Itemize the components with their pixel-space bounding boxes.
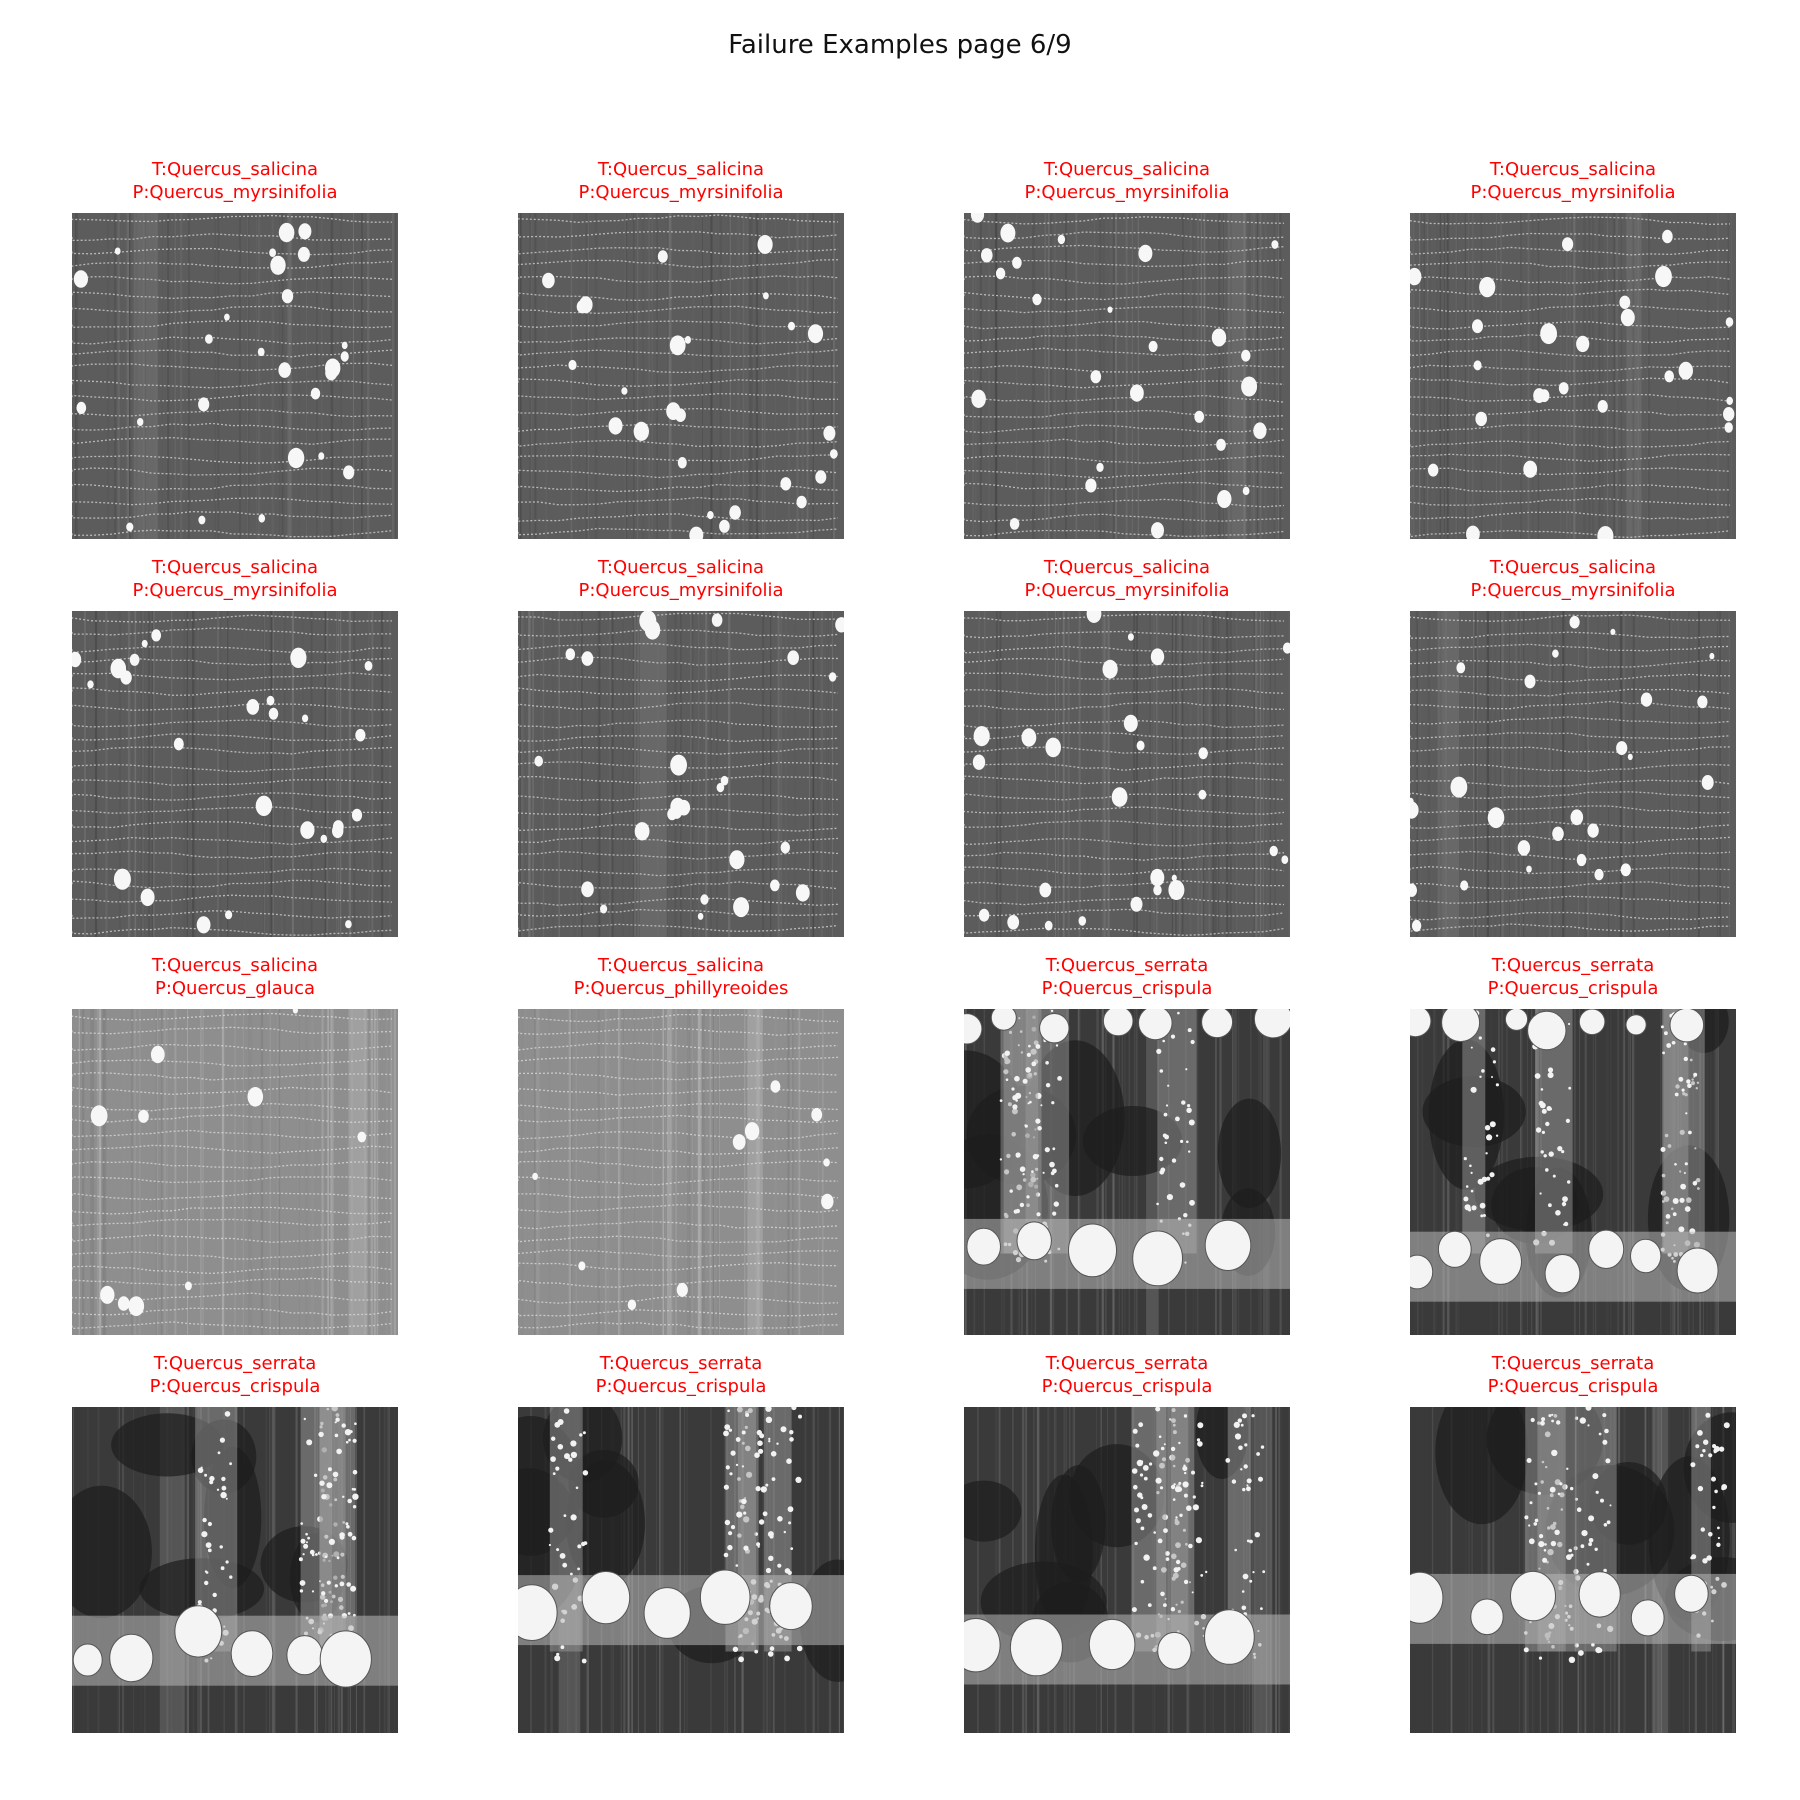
wood-section-image: [1410, 1407, 1736, 1733]
predicted-label: P:Quercus_myrsinifolia: [1470, 580, 1676, 601]
example-caption: T:Quercus_salicina P:Quercus_myrsinifolia: [32, 158, 438, 204]
wood-section-image: [72, 611, 398, 937]
example-caption: T:Quercus_serrata P:Quercus_crispula: [924, 954, 1330, 1000]
example-caption: T:Quercus_salicina P:Quercus_myrsinifolia: [924, 556, 1330, 602]
true-label: T:Quercus_salicina: [1043, 557, 1211, 578]
example-caption: T:Quercus_serrata P:Quercus_crispula: [924, 1352, 1330, 1398]
true-label: T:Quercus_salicina: [151, 159, 319, 180]
wood-section-image: [1410, 213, 1736, 539]
wood-section-image: [1410, 611, 1736, 937]
wood-section-image: [518, 213, 844, 539]
predicted-label: P:Quercus_myrsinifolia: [1024, 182, 1230, 203]
true-label: T:Quercus_salicina: [151, 955, 319, 976]
true-label: T:Quercus_salicina: [597, 159, 765, 180]
wood-section-image: [964, 1407, 1290, 1733]
true-label: T:Quercus_serrata: [153, 1353, 317, 1374]
predicted-label: P:Quercus_myrsinifolia: [578, 580, 784, 601]
example-caption: T:Quercus_salicina P:Quercus_glauca: [32, 954, 438, 1000]
example-caption: T:Quercus_salicina P:Quercus_phillyreoide…: [478, 954, 884, 1000]
predicted-label: P:Quercus_myrsinifolia: [1470, 182, 1676, 203]
true-label: T:Quercus_serrata: [1045, 1353, 1209, 1374]
true-label: T:Quercus_salicina: [1043, 159, 1211, 180]
true-label: T:Quercus_serrata: [1491, 1353, 1655, 1374]
predicted-label: P:Quercus_myrsinifolia: [132, 182, 338, 203]
example-caption: T:Quercus_salicina P:Quercus_myrsinifolia: [478, 556, 884, 602]
predicted-label: P:Quercus_glauca: [154, 978, 316, 999]
predicted-label: P:Quercus_crispula: [1487, 1376, 1659, 1397]
true-label: T:Quercus_salicina: [597, 557, 765, 578]
true-label: T:Quercus_serrata: [599, 1353, 763, 1374]
true-label: T:Quercus_salicina: [597, 955, 765, 976]
predicted-label: P:Quercus_myrsinifolia: [1024, 580, 1230, 601]
example-caption: T:Quercus_salicina P:Quercus_myrsinifolia: [1370, 158, 1776, 204]
wood-section-image: [72, 213, 398, 539]
wood-section-image: [964, 1009, 1290, 1335]
true-label: T:Quercus_salicina: [151, 557, 319, 578]
predicted-label: P:Quercus_crispula: [149, 1376, 321, 1397]
example-caption: T:Quercus_serrata P:Quercus_crispula: [32, 1352, 438, 1398]
wood-section-image: [72, 1009, 398, 1335]
predicted-label: P:Quercus_phillyreoides: [573, 978, 789, 999]
predicted-label: P:Quercus_crispula: [595, 1376, 767, 1397]
example-caption: T:Quercus_salicina P:Quercus_myrsinifolia: [32, 556, 438, 602]
true-label: T:Quercus_salicina: [1489, 159, 1657, 180]
predicted-label: P:Quercus_myrsinifolia: [578, 182, 784, 203]
true-label: T:Quercus_serrata: [1491, 955, 1655, 976]
true-label: T:Quercus_salicina: [1489, 557, 1657, 578]
example-caption: T:Quercus_serrata P:Quercus_crispula: [1370, 954, 1776, 1000]
wood-section-image: [518, 1009, 844, 1335]
example-caption: T:Quercus_salicina P:Quercus_myrsinifolia: [924, 158, 1330, 204]
predicted-label: P:Quercus_myrsinifolia: [132, 580, 338, 601]
wood-section-image: [518, 1407, 844, 1733]
example-caption: T:Quercus_serrata P:Quercus_crispula: [1370, 1352, 1776, 1398]
predicted-label: P:Quercus_crispula: [1041, 978, 1213, 999]
example-caption: T:Quercus_salicina P:Quercus_myrsinifolia: [478, 158, 884, 204]
wood-section-image: [518, 611, 844, 937]
wood-section-image: [72, 1407, 398, 1733]
true-label: T:Quercus_serrata: [1045, 955, 1209, 976]
predicted-label: P:Quercus_crispula: [1041, 1376, 1213, 1397]
example-caption: T:Quercus_salicina P:Quercus_myrsinifolia: [1370, 556, 1776, 602]
predicted-label: P:Quercus_crispula: [1487, 978, 1659, 999]
wood-section-image: [964, 213, 1290, 539]
example-caption: T:Quercus_serrata P:Quercus_crispula: [478, 1352, 884, 1398]
wood-section-image: [1410, 1009, 1736, 1335]
page-title: Failure Examples page 6/9: [728, 30, 1072, 60]
wood-section-image: [964, 611, 1290, 937]
